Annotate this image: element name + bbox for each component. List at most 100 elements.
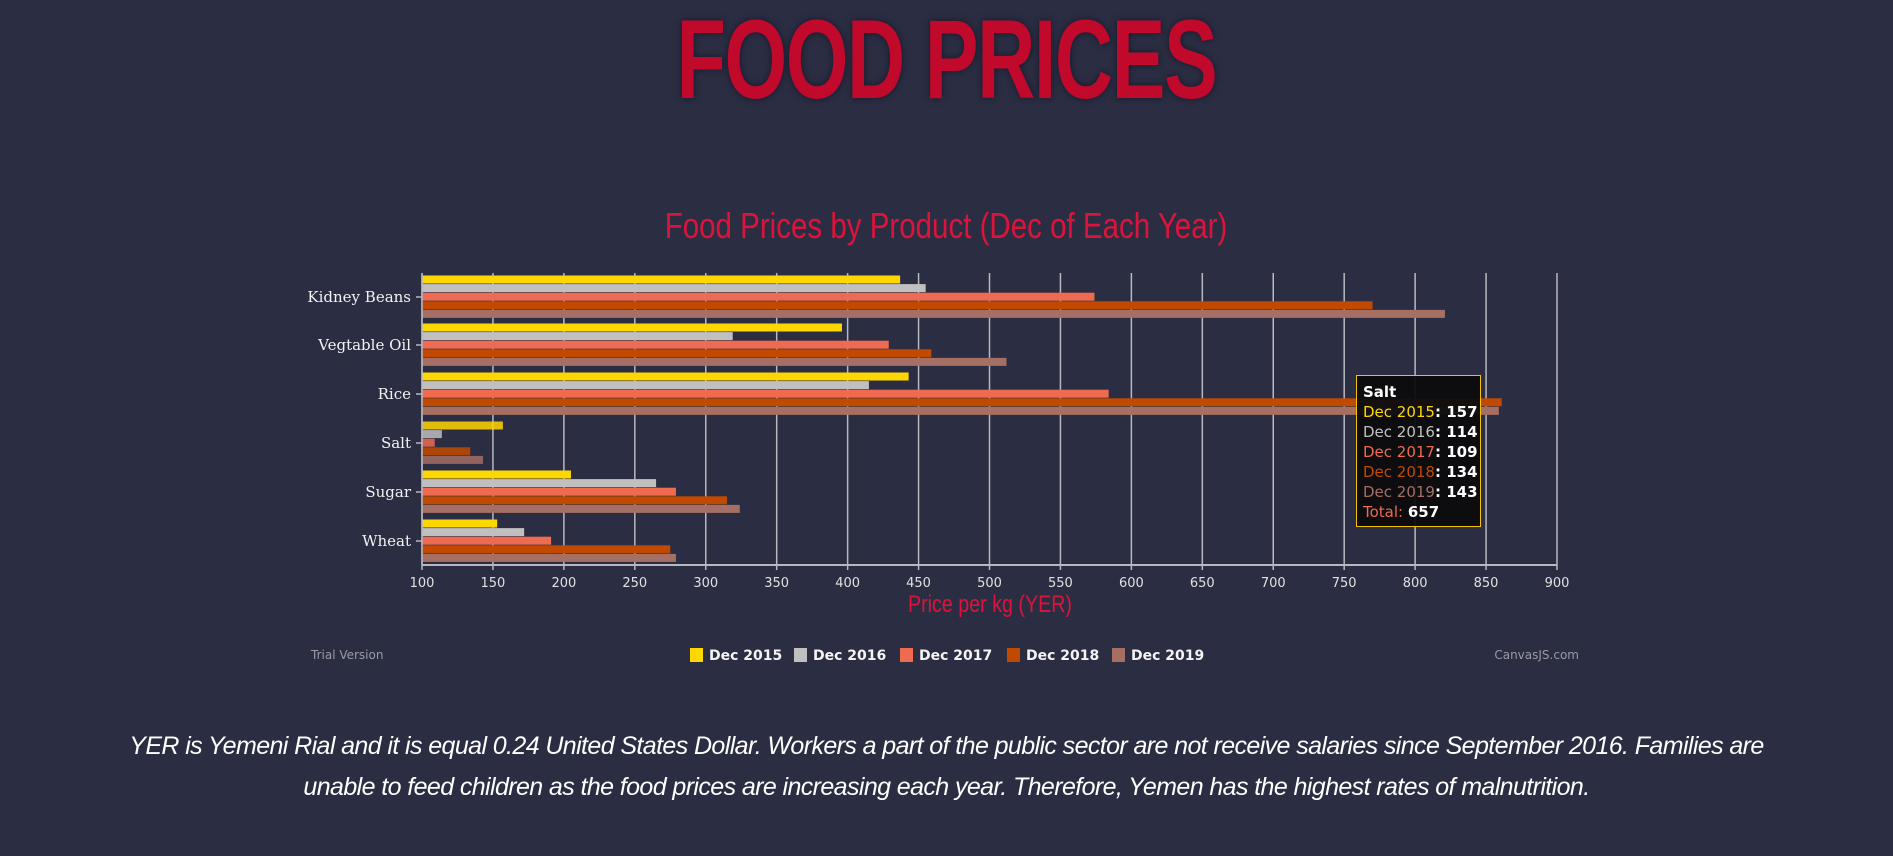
category-label: Salt <box>381 434 411 452</box>
tooltip-separator: : <box>1434 403 1447 421</box>
category-label: Vegtable Oil <box>317 336 411 354</box>
tooltip-row-label: Dec 2019 <box>1363 483 1435 501</box>
legend-label: Dec 2017 <box>919 648 992 664</box>
bar[interactable] <box>422 340 889 349</box>
x-tick-label: 850 <box>1474 576 1499 591</box>
tooltip-row-label: Dec 2017 <box>1363 443 1435 461</box>
bar[interactable] <box>422 389 1109 398</box>
bar[interactable] <box>422 284 926 293</box>
category-label: Rice <box>378 385 411 403</box>
x-tick-label: 150 <box>481 576 506 591</box>
tooltip-total-label: Total: <box>1363 503 1404 521</box>
legend-label: Dec 2018 <box>1026 648 1099 664</box>
x-tick-label: 100 <box>410 576 435 591</box>
bar[interactable] <box>422 487 676 496</box>
bar[interactable] <box>422 545 671 554</box>
tooltip-row: Dec 2019: 143 <box>1363 482 1480 502</box>
x-tick-label: 550 <box>1048 576 1073 591</box>
x-tick-label: 600 <box>1119 576 1144 591</box>
x-tick-label: 350 <box>764 576 789 591</box>
description-text: YER is Yemeni Rial and it is equal 0.24 … <box>129 732 1764 801</box>
bar[interactable] <box>422 275 901 284</box>
bar[interactable] <box>422 496 728 505</box>
legend-swatch <box>1007 648 1020 662</box>
bar[interactable] <box>422 455 484 464</box>
legend-item[interactable]: Dec 2017 <box>900 648 992 664</box>
tooltip-row: Dec 2018: 134 <box>1363 462 1480 482</box>
x-axis-title: Price per kg (YER) <box>908 590 1072 617</box>
bar[interactable] <box>422 553 676 562</box>
bar[interactable] <box>422 309 1445 318</box>
bar[interactable] <box>422 332 733 341</box>
axes: 100 150 200 250 300 350 400 450 500 550 600 650 700 7… <box>307 273 1569 591</box>
bar[interactable] <box>422 479 657 488</box>
bar[interactable] <box>422 398 1502 407</box>
legend: Dec 2015 Dec 2016 Dec 2017 Dec 2018 Dec 2019 <box>690 648 1204 664</box>
x-tick-label: 450 <box>906 576 931 591</box>
legend-label: Dec 2015 <box>709 648 782 664</box>
legend-item[interactable]: Dec 2019 <box>1112 648 1204 664</box>
canvasjs-watermark[interactable]: CanvasJS.com <box>1494 648 1579 662</box>
tooltip-row: Dec 2015: 157 <box>1363 402 1480 422</box>
bar[interactable] <box>422 504 740 513</box>
tooltip-row-value: 157 <box>1446 403 1478 421</box>
tooltip-row-value: 109 <box>1446 443 1478 461</box>
x-tick-label: 400 <box>835 576 860 591</box>
tooltip-separator: : <box>1434 443 1447 461</box>
legend-item[interactable]: Dec 2018 <box>1007 648 1099 664</box>
legend-label: Dec 2016 <box>813 648 886 664</box>
tooltip-row-value: 143 <box>1446 483 1478 501</box>
tooltip-row-label: Dec 2016 <box>1363 423 1435 441</box>
bar[interactable] <box>422 528 525 537</box>
bar[interactable] <box>422 421 503 430</box>
legend-swatch <box>690 648 703 662</box>
x-tick-label: 500 <box>977 576 1002 591</box>
x-tick-label: 800 <box>1403 576 1428 591</box>
tooltip-row: Dec 2017: 109 <box>1363 442 1480 462</box>
chart-title: Food Prices by Product (Dec of Each Year… <box>665 205 1228 245</box>
tooltip-title: Salt <box>1363 383 1397 401</box>
tooltip-total-value: 657 <box>1407 503 1440 521</box>
legend-swatch <box>794 648 807 662</box>
bar[interactable] <box>422 447 471 456</box>
tooltip-row-value: 114 <box>1446 423 1478 441</box>
bars <box>422 275 1502 562</box>
legend-swatch <box>900 648 913 662</box>
bar[interactable] <box>422 470 571 479</box>
bar[interactable] <box>422 406 1499 415</box>
bar[interactable] <box>422 536 552 545</box>
tooltip-separator: : <box>1434 463 1447 481</box>
tooltip-row-value: 134 <box>1446 463 1478 481</box>
bar[interactable] <box>422 430 442 439</box>
bar[interactable] <box>422 357 1007 366</box>
legend-swatch <box>1112 648 1125 662</box>
chart-tooltip: Salt Dec 2015: 157 Dec 2016: 114 Dec 2017:… <box>1356 375 1481 527</box>
x-tick-label: 900 <box>1545 576 1570 591</box>
tooltip-separator: : <box>1434 423 1447 441</box>
tooltip-row: Dec 2016: 114 <box>1363 422 1480 442</box>
tooltip-row-label: Dec 2015 <box>1363 403 1435 421</box>
bar[interactable] <box>422 292 1095 301</box>
x-tick-label: 750 <box>1332 576 1357 591</box>
page-title: FOOD PRICES <box>676 0 1218 122</box>
tooltip-total-row: Total: 657 <box>1363 502 1480 522</box>
x-tick-label: 700 <box>1261 576 1286 591</box>
category-label: Wheat <box>362 532 411 550</box>
x-tick-label: 650 <box>1190 576 1215 591</box>
x-tick-label: 200 <box>551 576 576 591</box>
category-label: Sugar <box>365 483 411 501</box>
bar[interactable] <box>422 323 842 332</box>
category-label: Kidney Beans <box>307 288 411 306</box>
bar[interactable] <box>422 349 932 358</box>
bar[interactable] <box>422 372 909 381</box>
x-tick-label: 250 <box>622 576 647 591</box>
trial-version-watermark: Trial Version <box>310 648 383 662</box>
bar[interactable] <box>422 301 1373 310</box>
bar[interactable] <box>422 519 498 528</box>
legend-item[interactable]: Dec 2015 <box>690 648 782 664</box>
legend-item[interactable]: Dec 2016 <box>794 648 886 664</box>
legend-label: Dec 2019 <box>1131 648 1204 664</box>
bar[interactable] <box>422 381 869 390</box>
bar[interactable] <box>422 438 435 447</box>
food-prices-chart: Food Prices by Product (Dec of Each Year… <box>307 205 1579 664</box>
